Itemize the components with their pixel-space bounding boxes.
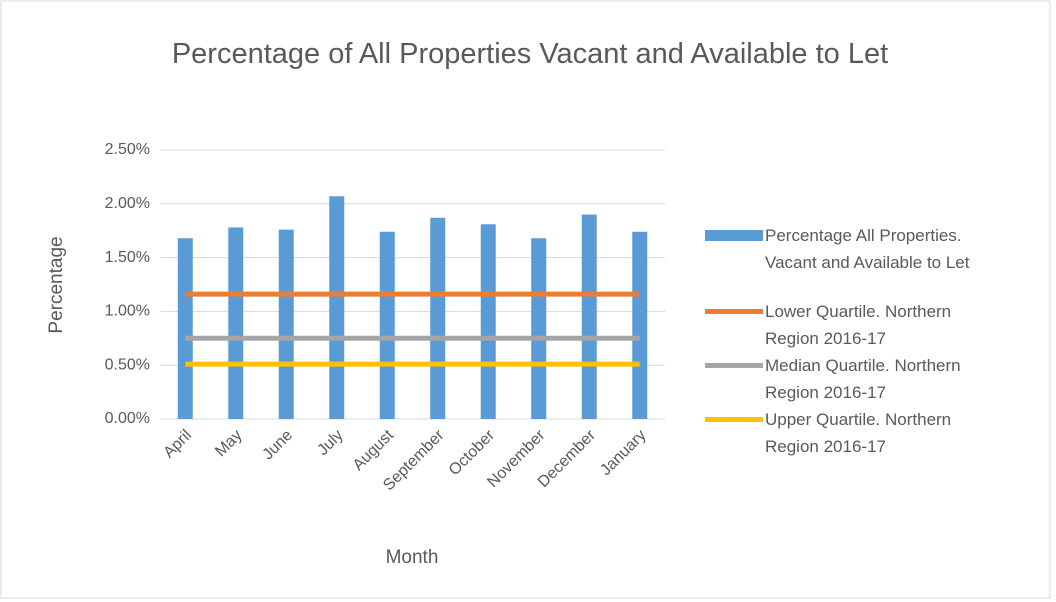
- legend-item: Upper Quartile. Northern Region 2016-17: [705, 406, 1005, 460]
- y-tick-label: 1.00%: [105, 303, 150, 320]
- bar: [228, 227, 244, 419]
- bar: [379, 231, 395, 419]
- y-axis-title: Percentage: [46, 236, 67, 333]
- bar: [531, 238, 547, 419]
- bar: [632, 231, 648, 419]
- chart-title: Percentage of All Properties Vacant and …: [171, 38, 889, 70]
- legend-label: Upper Quartile. Northern Region 2016-17: [765, 410, 952, 456]
- legend-label: Percentage All Properties. Vacant and Av…: [765, 226, 970, 272]
- legend-swatch: [705, 352, 765, 379]
- legend-swatch: [705, 298, 765, 325]
- y-tick-label: 2.50%: [105, 141, 150, 158]
- y-tick-label: 1.50%: [105, 249, 150, 266]
- bar: [480, 224, 496, 419]
- y-tick-label: 2.00%: [105, 195, 150, 212]
- bar: [581, 214, 597, 419]
- y-tick-label: 0.50%: [105, 356, 150, 373]
- bar: [278, 229, 294, 419]
- legend-swatch: [705, 222, 765, 249]
- legend-label: Lower Quartile. Northern Region 2016-17: [765, 302, 952, 348]
- bar: [177, 238, 193, 419]
- legend-item: Percentage All Properties. Vacant and Av…: [705, 222, 1005, 276]
- legend-item: Median Quartile. Northern Region 2016-17: [705, 352, 1005, 406]
- legend-swatch: [705, 406, 765, 433]
- bar: [329, 196, 345, 419]
- y-tick-label: 0.00%: [105, 410, 150, 427]
- x-axis-title: Month: [386, 547, 439, 568]
- legend-label: Median Quartile. Northern Region 2016-17: [765, 356, 961, 402]
- bar: [430, 217, 446, 419]
- legend-item: Lower Quartile. Northern Region 2016-17: [705, 298, 1005, 352]
